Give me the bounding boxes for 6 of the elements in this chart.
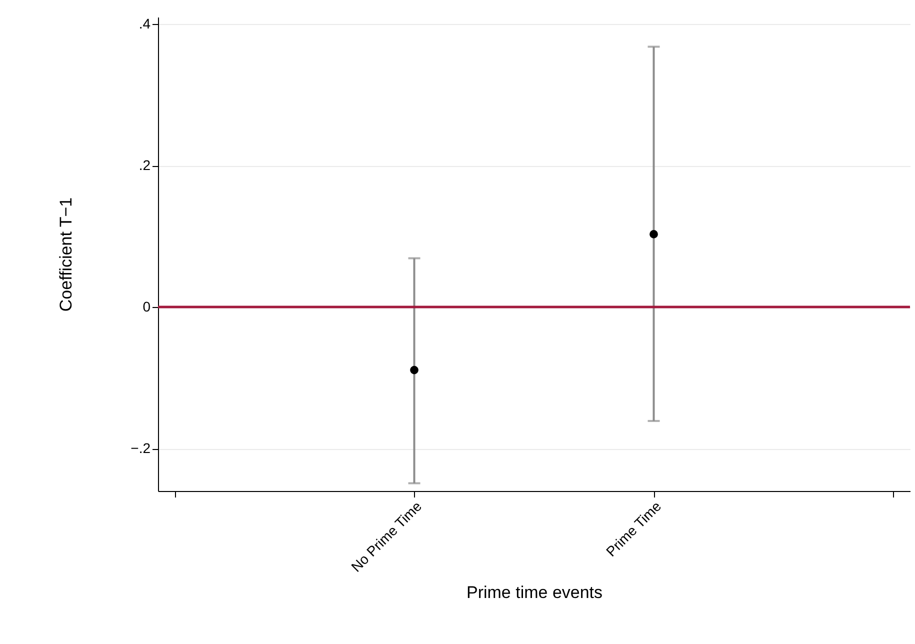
y-tick-label: −.2 [130, 440, 151, 456]
y-tick-label: .4 [138, 16, 151, 32]
y-axis-title: Coefficient T−1 [56, 197, 76, 312]
y-tick-label: .2 [138, 157, 151, 174]
y-tick-label: 0 [142, 298, 151, 315]
x-axis-title: Prime time events [466, 583, 603, 602]
